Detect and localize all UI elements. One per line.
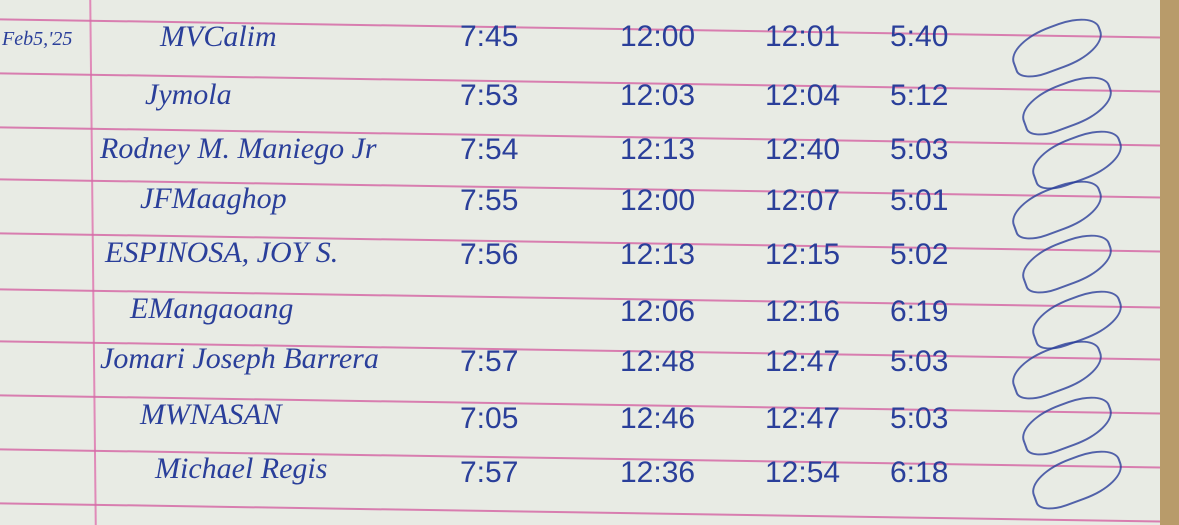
row-time-in-pm: 12:16 bbox=[765, 294, 841, 328]
row-time-in-pm: 12:47 bbox=[765, 345, 841, 378]
row-name: EMangaoang bbox=[130, 292, 294, 325]
row-time-out-pm: 5:01 bbox=[890, 183, 949, 217]
row-time-out-am: 12:13 bbox=[620, 133, 696, 166]
row-time-out-am: 12:48 bbox=[620, 345, 696, 378]
row-name: JFMaaghop bbox=[140, 182, 287, 215]
row-name: MVCalim bbox=[160, 20, 277, 53]
row-name: MWNASAN bbox=[140, 398, 282, 431]
row-time-out-am: 12:06 bbox=[620, 294, 696, 328]
entry-date: Feb5,'25 bbox=[2, 28, 73, 50]
row-time-in-am: 7:57 bbox=[460, 456, 519, 489]
row-time-out-pm: 5:40 bbox=[890, 20, 949, 53]
row-time-out-am: 12:00 bbox=[620, 183, 696, 217]
row-time-in-am: 7:45 bbox=[460, 20, 519, 53]
row-time-in-am: 7:54 bbox=[460, 133, 519, 166]
row-time-in-pm: 12:07 bbox=[765, 183, 841, 217]
row-time-out-pm: 5:02 bbox=[890, 238, 949, 271]
row-name: Jomari Joseph Barrera bbox=[100, 342, 379, 375]
row-time-out-pm: 5:03 bbox=[890, 345, 949, 378]
row-time-out-pm: 6:19 bbox=[890, 294, 949, 328]
row-time-in-am: 7:53 bbox=[460, 78, 519, 112]
row-time-out-am: 12:46 bbox=[620, 401, 696, 435]
row-time-in-pm: 12:40 bbox=[765, 133, 841, 166]
row-time-in-pm: 12:01 bbox=[765, 20, 841, 53]
row-time-in-pm: 12:04 bbox=[765, 78, 841, 112]
signature bbox=[1005, 10, 1109, 84]
row-time-in-pm: 12:54 bbox=[765, 456, 841, 489]
row-name: Michael Regis bbox=[155, 452, 328, 485]
row-time-in-pm: 12:47 bbox=[765, 401, 841, 435]
row-time-in-am: 7:05 bbox=[460, 401, 519, 435]
row-time-in-pm: 12:15 bbox=[765, 238, 841, 271]
row-time-in-am: 7:56 bbox=[460, 238, 519, 271]
row-name: ESPINOSA, JOY S. bbox=[105, 236, 339, 269]
row-time-out-pm: 5:03 bbox=[890, 133, 949, 166]
margin-line bbox=[89, 0, 97, 525]
row-time-out-am: 12:36 bbox=[620, 456, 696, 489]
row-time-out-am: 12:00 bbox=[620, 20, 696, 53]
row-time-out-pm: 5:03 bbox=[890, 401, 949, 435]
row-name: Jymola bbox=[145, 78, 232, 111]
row-time-out-am: 12:13 bbox=[620, 238, 696, 271]
row-time-out-pm: 5:12 bbox=[890, 78, 949, 112]
row-time-out-pm: 6:18 bbox=[890, 456, 949, 489]
row-name: Rodney M. Maniego Jr bbox=[100, 132, 377, 165]
row-time-in-am: 7:57 bbox=[460, 345, 519, 378]
ruled-line bbox=[0, 502, 1160, 524]
row-time-in-am: 7:55 bbox=[460, 183, 519, 217]
row-time-out-am: 12:03 bbox=[620, 78, 696, 112]
